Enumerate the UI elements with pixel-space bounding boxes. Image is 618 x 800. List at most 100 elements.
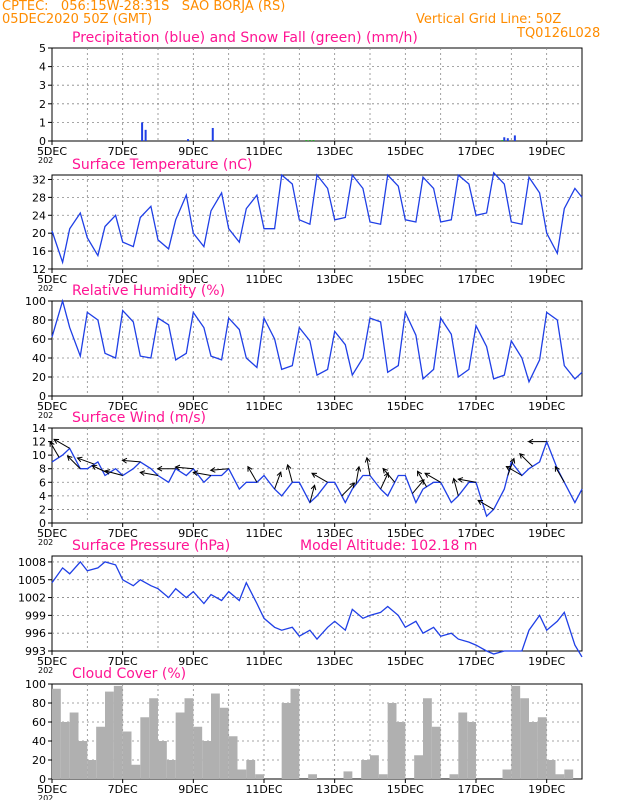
cloud-bar	[529, 722, 538, 779]
temp-series-line	[51, 171, 583, 265]
cloud-bar	[52, 688, 61, 779]
cloud-bar	[131, 764, 141, 779]
precip-bar	[211, 127, 214, 141]
wind-arrow-head	[364, 456, 371, 463]
temp-xtick-label: 13DEC	[316, 273, 353, 286]
wind-ytick-label: 0	[39, 517, 46, 530]
precip-ytick-label: 1	[39, 116, 46, 129]
wind-arrow-head	[457, 477, 464, 483]
cloud-xtick-label: 13DEC	[316, 783, 353, 796]
precip-frame	[51, 47, 583, 142]
pressure-xtick-label: 19DEC	[528, 655, 565, 668]
rh-frame	[51, 300, 583, 397]
precip-bar	[308, 140, 311, 142]
wind-xtick-label: 13DEC	[316, 527, 353, 540]
cloud-title: Cloud Cover (%)	[72, 666, 186, 682]
cloud-bar	[140, 717, 150, 779]
rh-xtick-label: 17DEC	[457, 400, 494, 413]
pressure-title: Surface Pressure (hPa)	[72, 538, 230, 554]
cloud-bar	[237, 769, 247, 779]
cloud-bar	[113, 685, 123, 779]
wind-ytick-label: 10	[32, 449, 46, 462]
precip-bar	[187, 139, 190, 141]
wind-arrow-head	[53, 438, 60, 444]
wind-ytick-label: 6	[39, 476, 46, 489]
cloud-bar	[60, 722, 70, 779]
cloud-bar	[281, 703, 291, 779]
wind-arrow-head	[285, 463, 292, 470]
cloud-bar	[246, 760, 256, 779]
cloud-bar	[175, 712, 185, 779]
cloud-bar	[370, 755, 379, 779]
wind-arrow-shaft	[77, 457, 95, 465]
temp-xtick-label: 5DEC	[37, 273, 67, 286]
temp-ytick-label: 20	[32, 227, 46, 240]
temp-title: Surface Temperature (nC)	[72, 157, 253, 173]
pressure-frame	[51, 555, 583, 652]
wind-arrow-shaft	[424, 472, 441, 483]
rh-series-line	[51, 298, 583, 384]
cloud-bar	[255, 774, 264, 779]
precip-xtick-label: 13DEC	[316, 145, 353, 158]
rh-ytick-label: 0	[39, 390, 46, 403]
precip-panel	[48, 47, 583, 145]
precip-bar	[141, 122, 144, 141]
temp-xtick-label: 17DEC	[457, 273, 494, 286]
wind-arrow-head	[49, 440, 55, 447]
precip-ytick-label: 2	[39, 98, 46, 111]
header-line1: CPTEC: 056:15W-28:31S SAO BORJA (RS)	[2, 0, 286, 14]
header-right2: TQ0126L028	[517, 26, 601, 41]
rh-title: Relative Humidity (%)	[72, 283, 225, 299]
temp-year-label: 202	[38, 284, 53, 293]
temp-ytick-label: 28	[32, 191, 46, 204]
cloud-bar	[361, 760, 370, 779]
temp-ytick-label: 32	[32, 173, 46, 186]
cloud-bar	[564, 769, 574, 779]
cloud-bar	[193, 726, 203, 779]
rh-xtick-label: 13DEC	[316, 400, 353, 413]
cloud-bar	[546, 760, 556, 779]
cloud-xtick-label: 17DEC	[457, 783, 494, 796]
wind-arrow-head	[509, 457, 516, 464]
temp-xtick-label: 7DEC	[108, 273, 138, 286]
pressure-panel	[48, 555, 583, 658]
pressure-xtick-label: 13DEC	[316, 655, 353, 668]
wind-xtick-label: 19DEC	[528, 527, 565, 540]
wind-arrow-shaft	[366, 457, 371, 476]
cloud-bar	[149, 698, 158, 779]
pressure-xtick-label: 5DEC	[37, 655, 67, 668]
wind-arrow-head	[276, 471, 283, 478]
precip-xtick-label: 19DEC	[528, 145, 565, 158]
precip-year-label: 202	[38, 156, 53, 165]
wind-year-label: 202	[38, 538, 53, 547]
wind-arrow-head	[554, 465, 560, 472]
rh-ytick-label: 40	[32, 352, 46, 365]
rh-xtick-label: 9DEC	[178, 400, 208, 413]
pressure-ytick-label: 1002	[18, 592, 46, 605]
cloud-bar	[158, 741, 167, 779]
cloud-ytick-label: 20	[32, 754, 46, 767]
cloud-bar	[202, 741, 211, 779]
temp-frame	[51, 174, 583, 270]
cloud-bar	[458, 712, 468, 779]
cloud-bar	[449, 774, 459, 779]
temp-panel	[48, 171, 583, 273]
rh-year-label: 202	[38, 411, 53, 420]
cloud-bar	[414, 755, 423, 779]
wind-arrow-shaft	[193, 471, 212, 476]
wind-arrow-head	[349, 482, 356, 489]
wind-series-line	[51, 439, 583, 518]
wind-panel	[48, 427, 583, 527]
wind-xtick-label: 9DEC	[178, 527, 208, 540]
precip-ytick-label: 0	[39, 135, 46, 148]
pressure-xtick-label: 15DEC	[387, 655, 424, 668]
precip-ytick-label: 3	[39, 79, 46, 92]
precip-bar	[506, 138, 509, 141]
wind-xtick-label: 7DEC	[108, 527, 138, 540]
cloud-bar	[122, 731, 132, 779]
rh-ytick-label: 60	[32, 333, 46, 346]
pressure-xtick-label: 17DEC	[457, 655, 494, 668]
cloud-bar	[211, 693, 220, 779]
wind-arrow-shaft	[382, 468, 396, 483]
pressure-xtick-label: 9DEC	[178, 655, 208, 668]
